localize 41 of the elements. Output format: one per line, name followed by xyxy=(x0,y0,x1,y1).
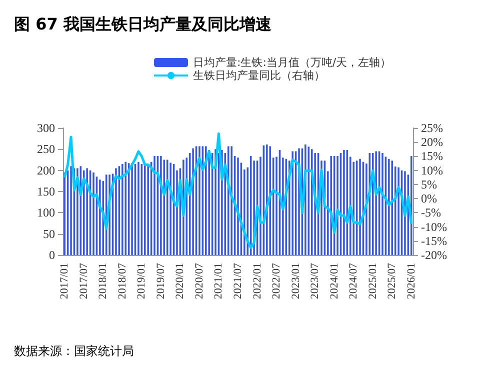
x-tick-label: 2022/01 xyxy=(251,263,264,300)
x-tick-label: 2024/07 xyxy=(348,262,360,300)
y-tick-label: 100 xyxy=(37,206,55,220)
y2-tick-label: -10% xyxy=(421,220,447,234)
x-tick-label: 2020/07 xyxy=(193,262,206,300)
y2-tick-label: -15% xyxy=(421,234,447,248)
x-tick-label: 2019/01 xyxy=(136,263,148,300)
y2-tick-label: -5% xyxy=(421,206,441,220)
x-tick-label: 2024/01 xyxy=(328,263,340,300)
y2-tick-label: 25% xyxy=(421,121,443,135)
x-tick-label: 2023/01 xyxy=(290,263,302,300)
source-note: 数据来源：国家统计局 xyxy=(14,344,134,358)
x-tick-label: 2017/01 xyxy=(58,263,71,300)
x-tick-label: 2021/07 xyxy=(232,262,244,300)
x-tick-label: 2025/07 xyxy=(386,262,398,300)
x-tick-label: 2018/01 xyxy=(97,263,110,300)
x-tick-label: 2023/07 xyxy=(309,262,322,300)
y-tick-label: 50 xyxy=(43,226,55,241)
x-tick-label: 2018/07 xyxy=(116,262,128,300)
y2-tick-label: 0% xyxy=(421,192,437,206)
y-tick-label: 300 xyxy=(37,121,55,135)
x-tick-label: 2026/01 xyxy=(405,263,418,300)
y-tick-label: 250 xyxy=(37,142,55,156)
x-tick-label: 2021/01 xyxy=(212,263,225,300)
legend-label: 生铁日均产量同比（右轴） xyxy=(193,69,325,82)
y2-tick-label: 20% xyxy=(421,135,443,150)
x-tick-label: 2017/07 xyxy=(78,262,90,300)
line-series xyxy=(63,132,413,249)
x-tick-label: 2025/01 xyxy=(366,263,379,300)
y2-tick-label: 15% xyxy=(421,149,443,164)
x-tick-label: 2022/07 xyxy=(270,262,283,300)
y2-tick-label: -20% xyxy=(421,248,447,262)
chart-title: 图 67 我国生铁日均产量及同比增速 xyxy=(14,14,272,34)
y-tick-label: 200 xyxy=(37,163,55,178)
x-tick-label: 2019/07 xyxy=(154,262,167,300)
y-tick-label: 150 xyxy=(37,184,55,198)
y2-tick-label: 5% xyxy=(421,177,437,192)
x-tick-label: 2020/01 xyxy=(174,263,186,300)
legend-label: 日均产量:生铁:当月值（万吨/天，左轴） xyxy=(193,56,392,69)
y2-tick-label: 10% xyxy=(421,163,443,178)
y-tick-label: 0 xyxy=(49,248,55,262)
